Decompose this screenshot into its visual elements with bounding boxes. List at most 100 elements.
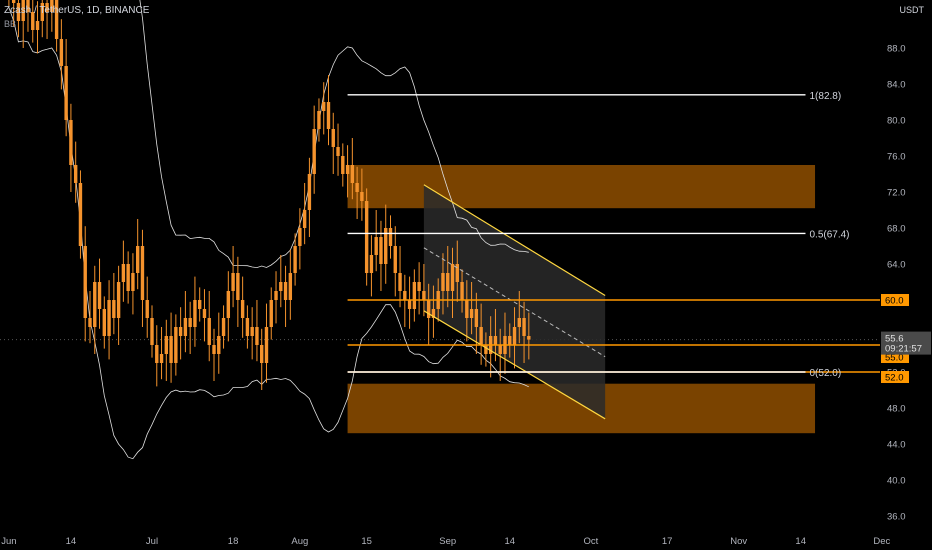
candle-body-6 (35, 21, 40, 30)
candle-body-41 (202, 309, 207, 318)
candle-body-29 (145, 300, 149, 318)
candle-body-108 (522, 318, 526, 336)
candle-body-75 (364, 201, 369, 273)
candle-body-48 (236, 273, 240, 300)
candle-body-79 (384, 228, 388, 264)
y-tick-76: 76.0 (887, 152, 906, 163)
candle-body-81 (393, 246, 397, 273)
candle-body-4 (26, 0, 30, 12)
candle-body-93 (450, 264, 455, 291)
candle-body-66 (322, 102, 326, 111)
candle-body-71 (345, 165, 350, 174)
fib-label-2: 0(52.0) (809, 368, 841, 379)
y-tick-68: 68.0 (887, 224, 906, 235)
candle-body-84 (407, 300, 412, 309)
candle-body-52 (255, 327, 259, 345)
y-tick-84: 84.0 (887, 80, 906, 91)
x-tick-12: Dec (873, 536, 890, 547)
candle-body-59 (288, 273, 293, 300)
bollinger-upper (139, 0, 529, 269)
x-tick-6: Sep (439, 536, 456, 547)
candle-body-42 (207, 318, 211, 345)
candle-body-11 (59, 39, 64, 66)
candle-body-43 (212, 345, 216, 354)
candle-body-57 (279, 282, 283, 291)
candle-body-100 (484, 345, 488, 354)
candle-body-27 (135, 246, 140, 273)
candle-body-14 (73, 165, 78, 183)
level-badge-text-52.0: 52.0 (885, 373, 904, 384)
x-tick-7: 14 (504, 536, 515, 547)
candle-body-85 (412, 282, 417, 309)
candle-body-96 (465, 300, 469, 318)
candle-body-12 (64, 66, 68, 120)
candle-body-20 (102, 309, 106, 336)
level-badge-text-60.0: 60.0 (885, 296, 904, 307)
candle-body-34 (169, 336, 173, 363)
x-tick-1: 14 (66, 536, 77, 547)
x-tick-4: Aug (291, 536, 308, 547)
y-tick-36: 36.0 (887, 512, 906, 523)
candle-body-7 (40, 3, 44, 21)
candle-body-23 (116, 282, 121, 318)
candle-body-64 (312, 129, 316, 174)
y-tick-72: 72.0 (887, 188, 906, 199)
last-price-countdown: 09:21:57 (885, 344, 922, 355)
x-tick-2: Jul (146, 536, 158, 547)
candle-body-18 (93, 282, 97, 327)
candle-body-47 (231, 273, 235, 291)
candle-body-83 (403, 291, 407, 300)
candle-body-22 (112, 300, 116, 318)
zone-0 (347, 165, 816, 209)
candle-body-91 (441, 273, 445, 291)
candle-body-50 (245, 318, 250, 336)
candle-body-32 (159, 354, 164, 363)
candle-body-30 (150, 318, 154, 345)
y-tick-80: 80.0 (887, 116, 906, 127)
candle-body-73 (355, 183, 359, 192)
x-tick-0: Jun (1, 536, 16, 547)
candle-body-46 (226, 291, 231, 318)
x-tick-5: 15 (361, 536, 372, 547)
channel-lower-line (423, 310, 606, 420)
level-badge-60.0 (881, 294, 909, 306)
x-tick-11: 14 (795, 536, 806, 547)
x-tick-8: Oct (583, 536, 598, 547)
candle-body-28 (140, 246, 145, 300)
axis-currency: USDT (899, 5, 925, 15)
y-tick-48: 48.0 (887, 404, 906, 415)
candle-body-45 (221, 318, 226, 336)
fib-label-0: 1(82.8) (809, 91, 841, 102)
candle-body-54 (264, 327, 269, 363)
candle-body-69 (336, 147, 340, 156)
candle-body-103 (498, 345, 502, 354)
candle-body-5 (31, 12, 35, 30)
candle-body-1 (11, 0, 16, 3)
y-tick-88: 88.0 (887, 44, 906, 55)
level-badge-52.0 (881, 371, 909, 383)
candle-body-105 (508, 336, 512, 345)
candle-body-78 (379, 237, 383, 264)
candle-body-62 (302, 210, 307, 228)
candle-body-60 (293, 246, 297, 273)
fib-label-1: 0.5(67.4) (809, 229, 849, 240)
candle-body-53 (260, 345, 264, 363)
candle-body-51 (250, 327, 254, 336)
candle-body-24 (121, 264, 126, 282)
candle-body-109 (527, 336, 531, 340)
candle-body-72 (350, 165, 355, 183)
x-tick-3: 18 (228, 536, 239, 547)
candle-body-88 (426, 300, 431, 318)
candle-body-87 (422, 291, 426, 300)
candle-body-21 (107, 300, 111, 336)
candle-body-17 (88, 318, 92, 327)
candle-body-77 (374, 237, 378, 255)
candle-body-10 (54, 0, 59, 39)
y-tick-64: 64.0 (887, 260, 906, 271)
candle-body-95 (460, 282, 464, 300)
candle-body-65 (317, 111, 321, 129)
indicator-label: BB (4, 19, 17, 29)
candle-body-67 (326, 102, 331, 129)
candle-body-9 (50, 0, 54, 12)
